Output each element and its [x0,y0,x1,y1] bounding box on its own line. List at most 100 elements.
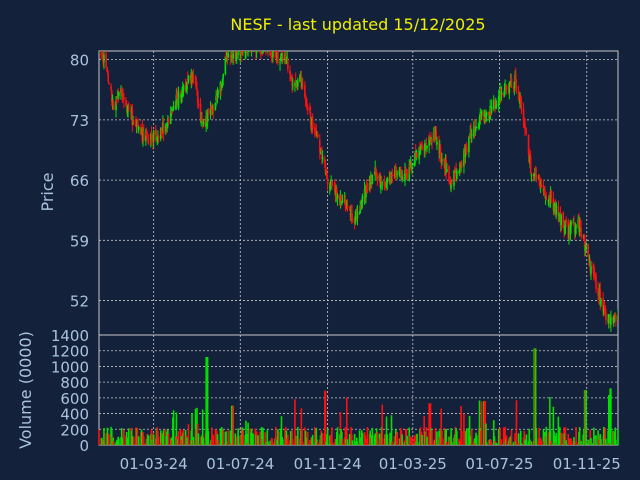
price-candle-down [595,275,597,290]
price-candle-up [613,316,616,318]
price-candle-up [498,94,501,99]
price-candle-down [265,45,267,49]
volume-bar [425,427,428,445]
price-candle-down [314,129,317,131]
volume-bar [222,429,225,445]
price-tick-label: 66 [70,172,89,190]
price-panel: 52 59 66 73 80 [70,43,619,336]
price-candle-up [495,104,498,106]
price-candle-up [206,111,209,123]
volume-bar [603,426,605,445]
price-candle-down [106,69,108,71]
price-candle-down [320,150,323,152]
price-candle-down [579,221,582,228]
x-tick-label: 01-07-24 [206,455,274,473]
volume-bar [214,429,217,445]
volume-bar [128,428,130,445]
price-candle-down [529,156,532,174]
price-candle-up [296,80,299,87]
price-candle-down [399,166,402,168]
price-candle-up [404,170,406,182]
price-candle-down [459,167,462,169]
volume-bar [554,435,556,445]
volume-bar [331,427,333,445]
price-candle-down [539,179,541,185]
price-candle-up [232,53,234,59]
volume-bar [229,430,232,445]
volume-tick-label: 400 [60,406,89,424]
price-candle-up [441,158,443,162]
volume-bar [329,434,332,445]
price-candle-up [426,145,428,149]
volume-bar [523,431,526,445]
volume-bar [478,400,481,445]
price-candle-up [262,51,264,54]
price-candle-up [490,106,493,113]
price-candle-up [554,203,556,205]
price-candle-up [292,85,294,87]
price-candle-up [241,51,244,53]
price-candle-down [165,127,168,129]
volume-bar [344,427,347,445]
volume-bar [434,428,437,445]
price-candle-up [172,107,175,109]
volume-bar [306,431,309,445]
price-candle-down [106,71,109,73]
volume-bar [266,430,269,445]
price-candle-up [450,182,452,189]
volume-bar [324,390,327,445]
price-candle-up [617,316,618,320]
volume-bar [441,430,443,445]
price-candle-up [475,126,477,129]
volume-bar [515,400,518,445]
volume-bar [393,436,396,445]
volume-bar [207,431,210,445]
volume-bar [416,433,418,445]
price-candle-down [207,110,210,113]
volume-bar [493,436,496,445]
volume-tick-label: 1000 [51,358,89,376]
price-candle-up [563,225,566,231]
price-candle-up [301,82,303,87]
price-candle-down [236,51,239,53]
volume-bar [497,428,500,445]
price-candle-up [279,62,281,64]
price-candle-up [281,56,283,58]
volume-bar [315,428,318,445]
volume-bar [356,441,359,445]
price-candle-down [316,133,319,138]
price-candle-down [246,43,248,48]
volume-bar [468,415,471,445]
price-candle-down [234,53,237,58]
price-candle-down [305,101,308,103]
price-candle-down [435,130,438,143]
price-candle-down [113,104,115,110]
price-candle-up [341,200,344,202]
volume-bar [463,413,465,445]
price-candle-up [530,175,533,177]
price-candle-down [107,73,110,82]
price-candle-down [468,136,471,138]
volume-bar [182,429,185,445]
price-candle-up [474,129,477,133]
price-candle-down [365,184,368,192]
volume-bar [291,430,293,445]
price-candle-up [380,181,382,189]
price-candle-up [492,100,495,109]
volume-bar [103,428,105,445]
volume-bar [234,433,237,445]
price-candle-up [408,166,411,181]
x-tick-label: 01-03-25 [379,455,447,473]
price-candle-down [300,75,303,89]
volume-bar [98,429,100,445]
volume-bar [247,422,249,445]
volume-bar [389,432,391,445]
volume-bar [358,430,361,445]
price-candle-down [520,101,523,111]
volume-bar [269,440,271,445]
volume-bar [545,426,548,445]
price-candle-down [112,100,114,106]
price-candle-down [191,77,193,80]
volume-bar [271,438,274,445]
